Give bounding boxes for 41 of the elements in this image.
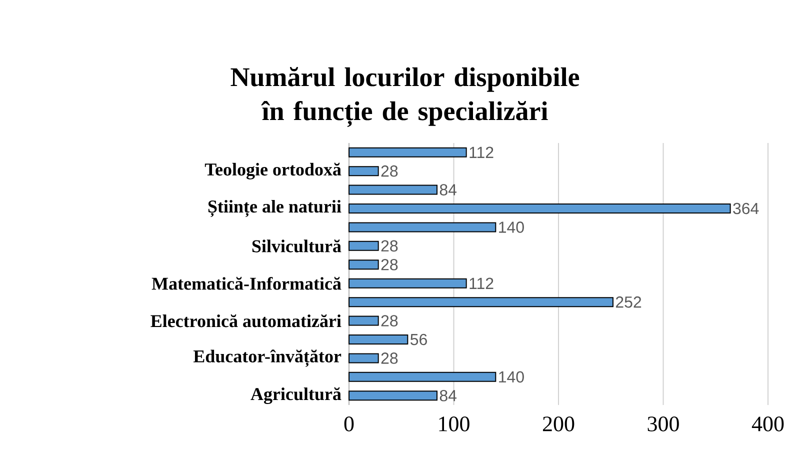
bar xyxy=(348,166,379,176)
data-label: 84 xyxy=(440,184,457,196)
bar xyxy=(348,240,379,251)
bar xyxy=(348,390,438,401)
bar xyxy=(348,222,496,232)
data-label: 364 xyxy=(733,202,759,214)
data-label: 28 xyxy=(381,240,398,252)
y-tick-label: Teologie ortodoxă xyxy=(204,162,342,180)
bar xyxy=(348,260,379,270)
y-tick-label: Educator-învățător xyxy=(193,350,342,367)
y-tick-label: Matematică-Informatică xyxy=(152,276,342,290)
x-tick-label: 100 xyxy=(439,416,470,432)
bar xyxy=(348,147,467,158)
data-label: 140 xyxy=(499,222,524,233)
data-label: 252 xyxy=(616,296,642,308)
chart-title: Numărul locurilor disponibile în funcție de specializări xyxy=(230,67,580,127)
data-label: 112 xyxy=(470,278,494,289)
data-label: 28 xyxy=(381,315,398,326)
y-tick-label: Silvicultură xyxy=(252,239,342,252)
x-tick-label: 200 xyxy=(542,416,574,432)
data-label: 28 xyxy=(381,258,398,270)
data-label: 56 xyxy=(410,334,427,346)
bar xyxy=(348,278,467,288)
y-tick-label: Electronică automatizări xyxy=(150,314,342,328)
bar xyxy=(348,184,438,195)
data-label: 140 xyxy=(499,371,524,383)
y-tick-label: Științe ale naturii xyxy=(208,200,342,218)
data-label: 112 xyxy=(470,146,494,158)
bar xyxy=(348,316,379,326)
data-label: 28 xyxy=(381,352,398,364)
data-label: 84 xyxy=(440,390,457,402)
bar xyxy=(348,372,496,382)
bar xyxy=(348,204,731,214)
x-tick-label: 300 xyxy=(648,416,679,432)
bar xyxy=(348,353,379,364)
x-tick-label: 0 xyxy=(344,416,354,432)
bar xyxy=(348,334,408,344)
x-tick-label: 400 xyxy=(752,416,784,432)
y-tick-label: Agricultură xyxy=(250,387,342,404)
bar xyxy=(348,297,614,308)
data-label: 28 xyxy=(381,165,398,177)
